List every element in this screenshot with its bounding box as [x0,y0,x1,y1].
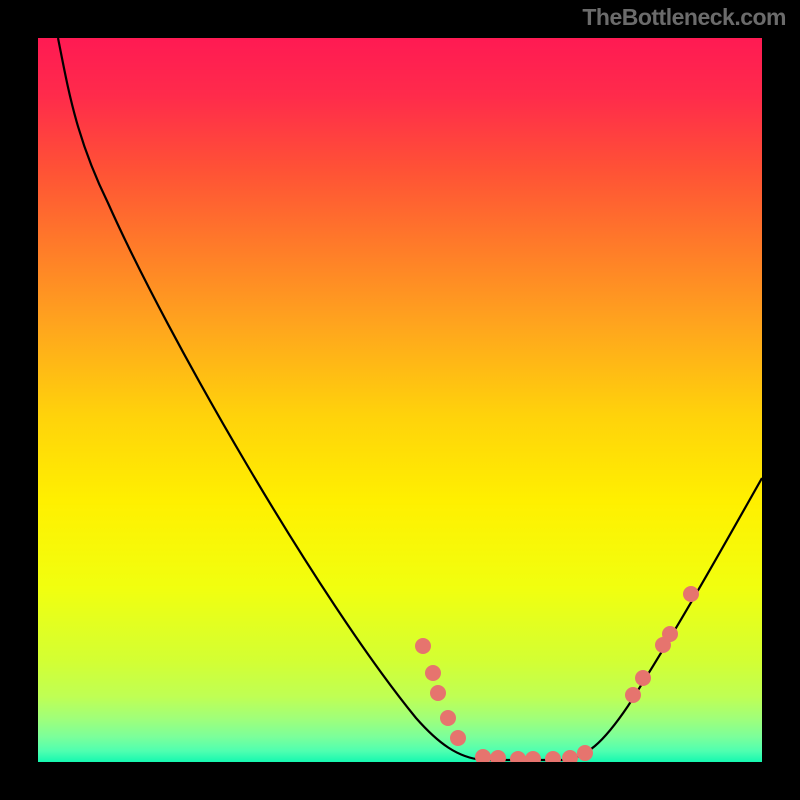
bottleneck-chart [38,38,762,762]
marker-point [625,687,641,703]
marker-point [440,710,456,726]
marker-point [635,670,651,686]
watermark-text: TheBottleneck.com [582,4,786,31]
marker-point [415,638,431,654]
marker-point [430,685,446,701]
marker-point [662,626,678,642]
chart-container [38,38,762,762]
marker-point [450,730,466,746]
chart-background [38,38,762,762]
marker-point [425,665,441,681]
marker-point [577,745,593,761]
marker-point [683,586,699,602]
